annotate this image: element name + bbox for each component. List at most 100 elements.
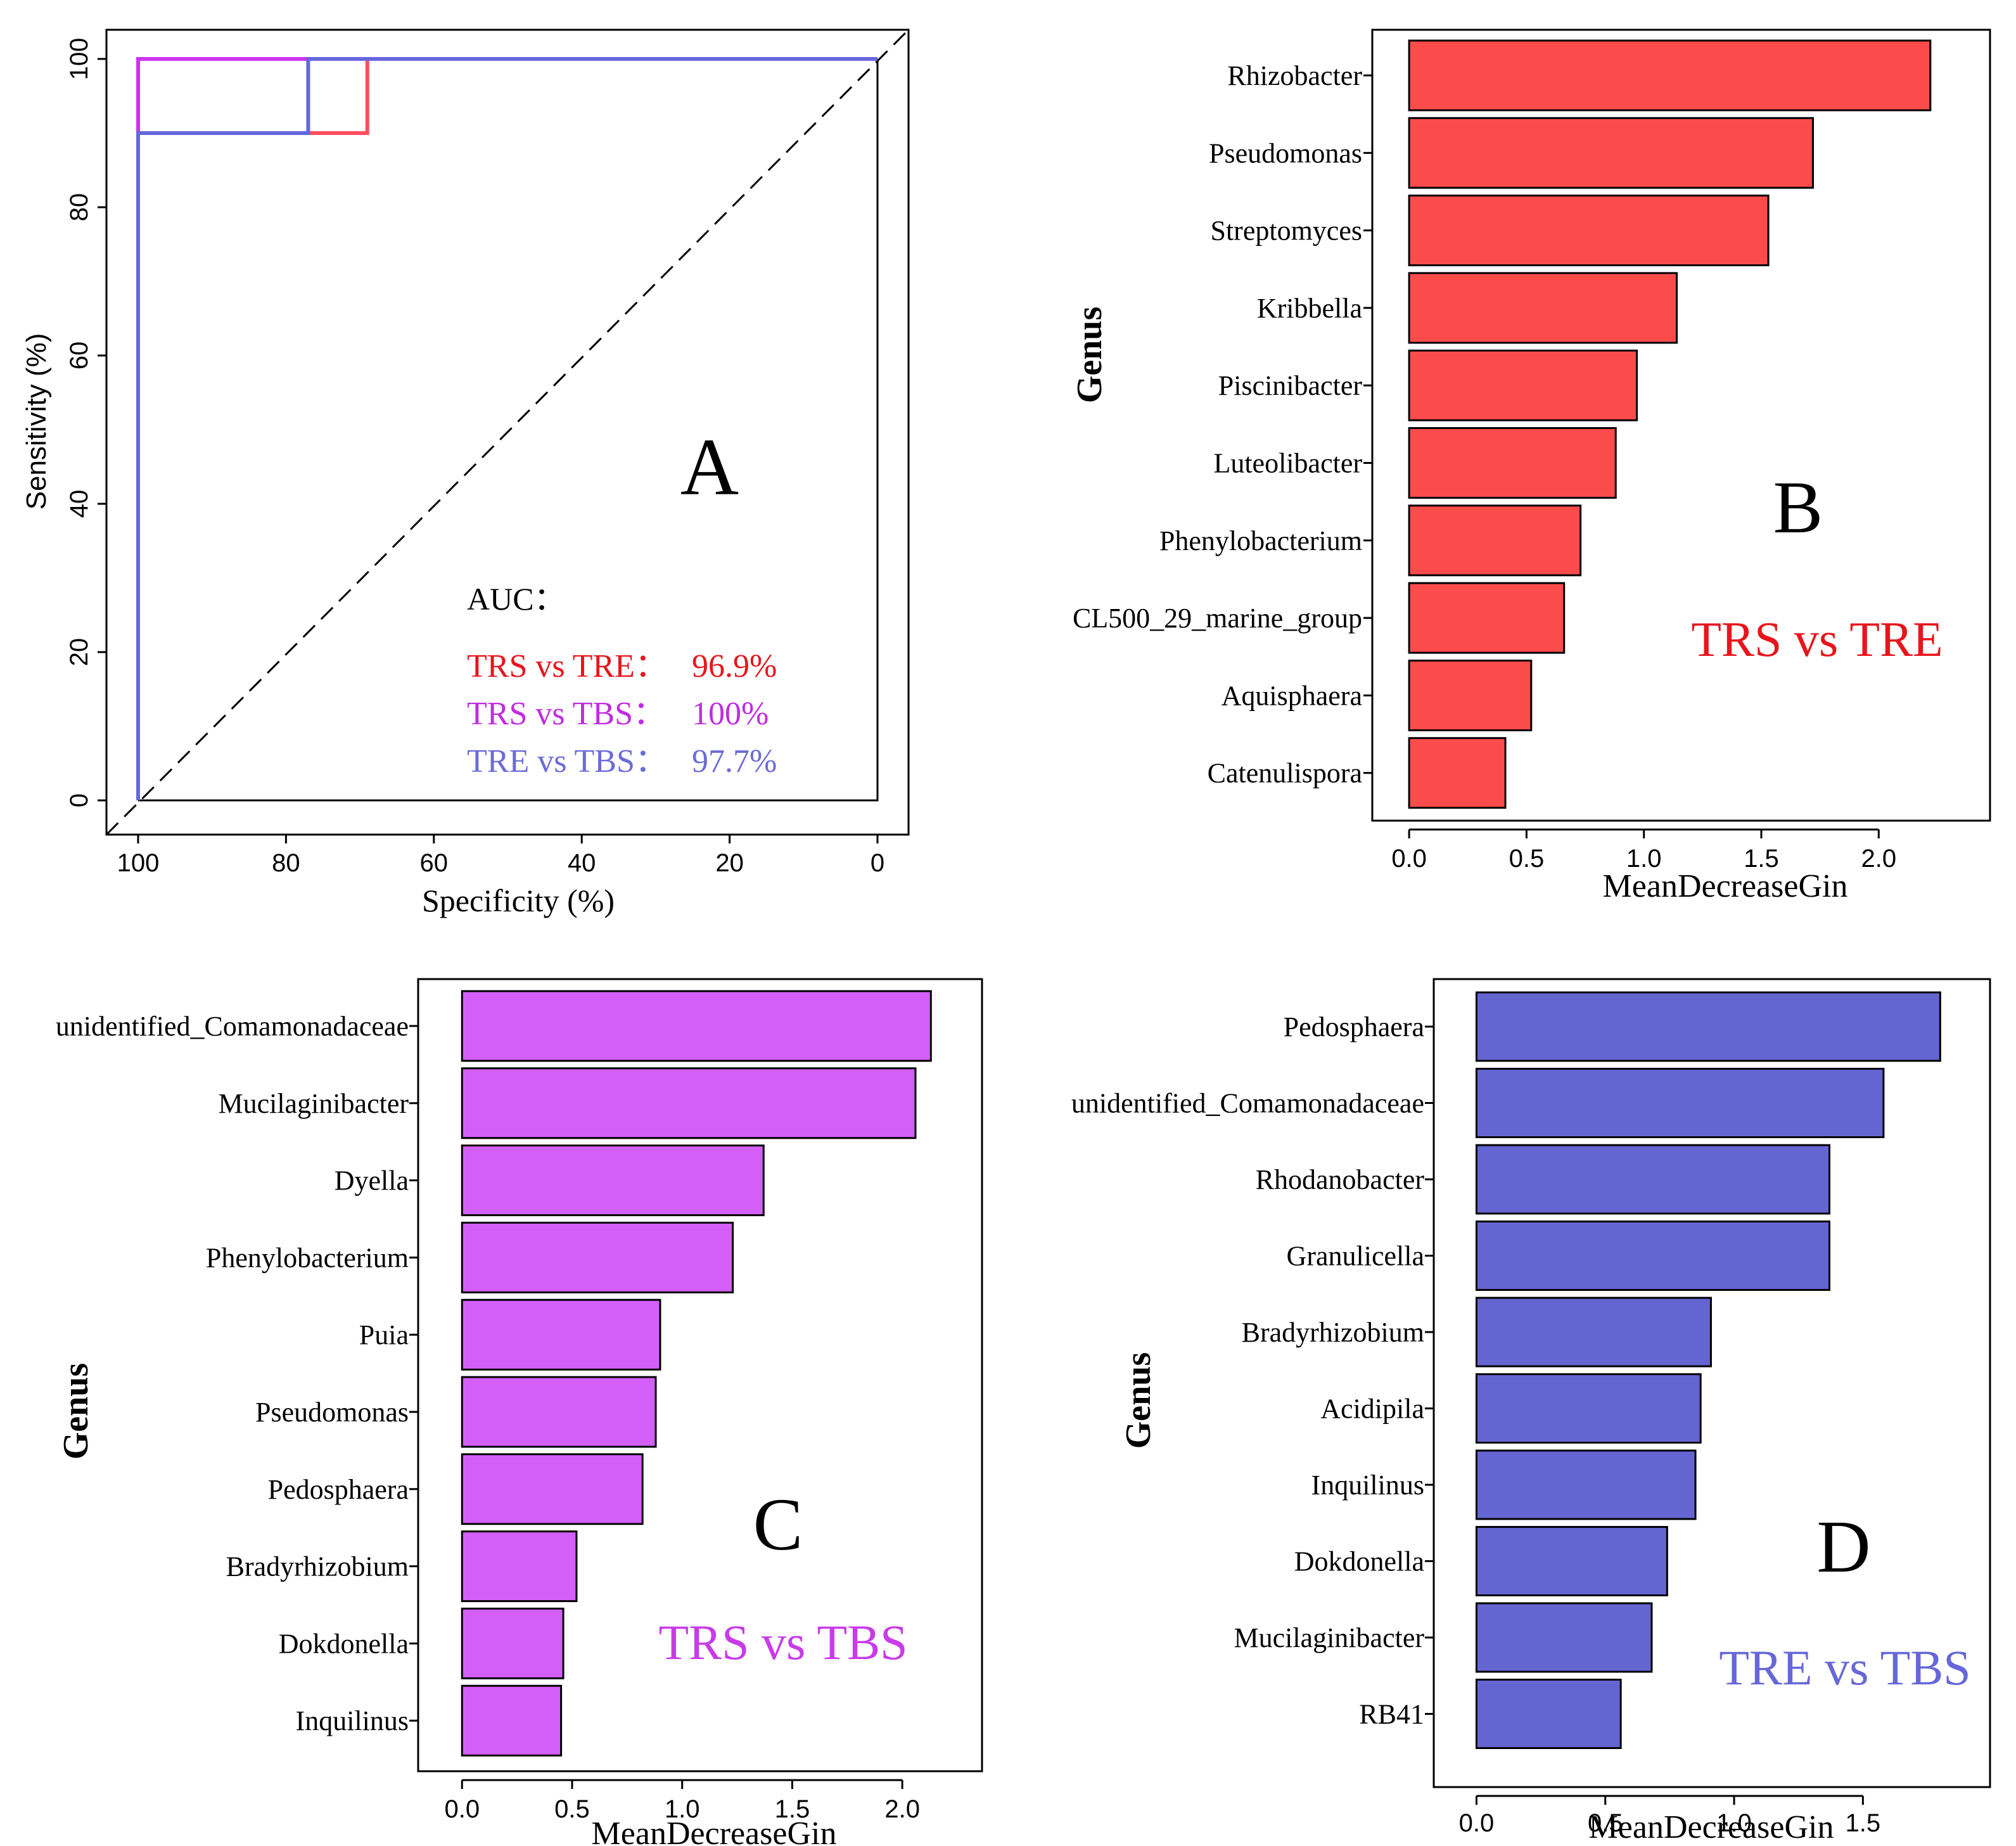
x-tick-label: 60 bbox=[420, 849, 449, 877]
chart-frame bbox=[1432, 978, 1991, 1788]
category-label: Dokdonella bbox=[1294, 1546, 1424, 1577]
y-tick-label: 20 bbox=[65, 638, 93, 667]
panel-a: 0 20 40 60 80 100 100 80 60 40 20 0 Specificity (%) S… bbox=[21, 29, 910, 918]
x-tick-label: 40 bbox=[568, 849, 596, 877]
bar-inquilinus bbox=[461, 1684, 563, 1757]
category-label: Rhizobacter bbox=[1227, 60, 1362, 91]
x-tick-label: 0.5 bbox=[1509, 845, 1545, 873]
category-label: Pedosphaera bbox=[268, 1474, 409, 1505]
category-label: unidentified_Comamonadaceae bbox=[1071, 1088, 1424, 1119]
category-label: Granulicella bbox=[1287, 1241, 1424, 1272]
bar-rb41 bbox=[1475, 1679, 1622, 1749]
category-label: Luteolibacter bbox=[1213, 448, 1362, 479]
comparison-title: TRE vs TBS bbox=[1719, 1640, 1970, 1695]
panel-d: Pedosphaera unidentified_Comamonadaceae Rh… bbox=[1071, 978, 1991, 1845]
bar-granulicella bbox=[1475, 1221, 1831, 1291]
bar-kribbella bbox=[1408, 272, 1678, 344]
y-axis-label: Genus bbox=[1070, 307, 1109, 404]
comparison-title: TRS vs TBS bbox=[658, 1615, 907, 1670]
bar-unidentified-comamonadaceae bbox=[1475, 1068, 1885, 1138]
category-label: Phenylobacterium bbox=[1159, 525, 1362, 556]
roc-frame bbox=[105, 29, 910, 836]
y-tick-label: 80 bbox=[65, 193, 93, 222]
x-tick-label: 2.0 bbox=[884, 1795, 920, 1823]
diagonal-reference-line bbox=[105, 29, 910, 836]
bar-pedosphaera bbox=[461, 1453, 644, 1525]
category-label: Mucilaginibacter bbox=[218, 1088, 409, 1119]
panel-label-c: C bbox=[753, 1483, 803, 1566]
x-tick-label: 0.5 bbox=[554, 1795, 590, 1823]
x-axis-label: MeanDecreaseGin bbox=[1589, 1809, 1834, 1845]
bar-unidentified-comamonadaceae bbox=[461, 990, 932, 1062]
x-tick-label: 1.5 bbox=[775, 1795, 810, 1823]
category-label: Catenulispora bbox=[1208, 758, 1362, 789]
roc-curve-3 bbox=[136, 57, 877, 800]
category-label: RB41 bbox=[1359, 1699, 1424, 1730]
bar-mucilaginibacter bbox=[1475, 1602, 1653, 1673]
bar-rhizobacter bbox=[1408, 39, 1932, 112]
roc-curve-2 bbox=[136, 57, 877, 800]
category-label: Puia bbox=[359, 1319, 409, 1350]
category-label: unidentified_Comamonadaceae bbox=[56, 1011, 409, 1042]
x-tick-label: 100 bbox=[117, 849, 160, 877]
x-tick-label: 0.0 bbox=[444, 1795, 480, 1823]
category-label: Inquilinus bbox=[296, 1705, 409, 1736]
category-label: Inquilinus bbox=[1311, 1470, 1424, 1501]
category-label: Pseudomonas bbox=[255, 1397, 409, 1428]
bar-piscinibacter bbox=[1408, 349, 1638, 421]
bar-dokdonella bbox=[461, 1607, 565, 1679]
x-tick-label: 20 bbox=[715, 849, 744, 877]
roc-curve-1 bbox=[136, 57, 877, 800]
category-label: Dokdonella bbox=[279, 1628, 409, 1659]
category-label: Phenylobacterium bbox=[206, 1242, 409, 1273]
y-tick-label: 60 bbox=[65, 342, 93, 370]
chart-frame bbox=[1371, 29, 1991, 822]
x-tick-label: 1.5 bbox=[1744, 845, 1779, 873]
panel-b: Rhizobacter Pseudomonas Streptomyces Kribbe… bbox=[1070, 29, 1991, 904]
category-label: Pseudomonas bbox=[1209, 138, 1362, 169]
y-axis-label: Genus bbox=[1119, 1352, 1158, 1449]
bar-luteolibacter bbox=[1408, 427, 1617, 499]
y-tick-label: 40 bbox=[65, 490, 93, 518]
x-tick-label: 1.0 bbox=[665, 1795, 700, 1823]
category-label: Rhodanobacter bbox=[1256, 1164, 1425, 1195]
bar-bradyrhizobium bbox=[1475, 1297, 1712, 1368]
x-tick-label: 0.5 bbox=[1588, 1809, 1623, 1837]
bar-dyella bbox=[461, 1144, 765, 1217]
panel-label-b: B bbox=[1773, 466, 1823, 549]
bar-phenylobacterium bbox=[461, 1221, 734, 1293]
x-tick-label: 0 bbox=[871, 849, 884, 877]
x-tick-label: 80 bbox=[272, 849, 300, 877]
y-axis-label: Genus bbox=[56, 1363, 96, 1460]
bar-pseudomonas bbox=[461, 1376, 657, 1448]
chart-frame bbox=[417, 978, 983, 1772]
bar-pedosphaera bbox=[1475, 991, 1941, 1062]
auc-label-2: TRS vs TBS： bbox=[467, 696, 666, 732]
category-label: Pedosphaera bbox=[1284, 1011, 1424, 1042]
bar-mucilaginibacter bbox=[461, 1067, 917, 1139]
bar-bradyrhizobium bbox=[461, 1530, 578, 1603]
panel-c: unidentified_Comamonadaceae Mucilaginibac… bbox=[56, 978, 983, 1846]
bar-puia bbox=[461, 1298, 661, 1371]
auc-title: AUC： bbox=[467, 581, 566, 617]
bar-dokdonella bbox=[1475, 1526, 1668, 1596]
bar-catenulispora bbox=[1408, 737, 1507, 809]
y-axis-label: Sensitivity (%) bbox=[21, 333, 52, 510]
roc-inner-box bbox=[138, 59, 879, 802]
category-label: Bradyrhizobium bbox=[226, 1551, 409, 1582]
auc-label-3: TRE vs TBS： bbox=[467, 743, 668, 779]
auc-value-3: 97.7% bbox=[692, 743, 777, 779]
bar-aquisphaera bbox=[1408, 659, 1533, 731]
bar-pseudomonas bbox=[1408, 117, 1815, 189]
x-tick-label: 0.0 bbox=[1459, 1809, 1495, 1837]
bar-cl500-29-marine-group bbox=[1408, 582, 1566, 654]
category-label: Bradyrhizobium bbox=[1242, 1317, 1424, 1348]
x-tick-label: 0.0 bbox=[1391, 845, 1427, 873]
bar-inquilinus bbox=[1475, 1449, 1697, 1520]
comparison-title: TRS vs TRE bbox=[1691, 612, 1943, 667]
bar-rhodanobacter bbox=[1475, 1144, 1831, 1215]
x-tick-label: 1.0 bbox=[1716, 1809, 1752, 1837]
category-label: Piscinibacter bbox=[1218, 370, 1363, 401]
x-axis-label: MeanDecreaseGin bbox=[1603, 868, 1848, 904]
